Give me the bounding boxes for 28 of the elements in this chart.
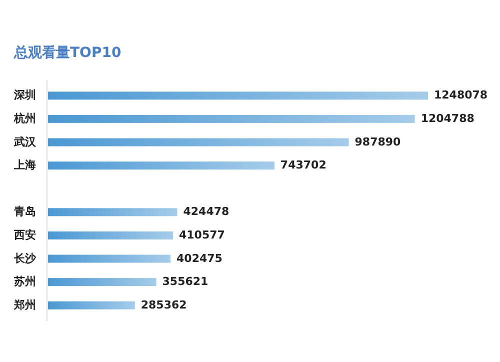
- data-label: 987890: [354, 135, 402, 148]
- y-tick-label: 武汉: [13, 135, 37, 148]
- data-label: 1204788: [420, 112, 474, 125]
- bar: [48, 301, 135, 310]
- data-label: 402475: [176, 252, 222, 265]
- y-tick-label: 长沙: [13, 252, 37, 265]
- data-label: 285362: [140, 298, 187, 312]
- bar: [48, 162, 274, 170]
- y-tick-label: 青岛: [13, 205, 36, 218]
- y-tick-label: 苏州: [13, 275, 36, 288]
- data-label: 743702: [280, 158, 326, 172]
- y-tick-label: 杭州: [13, 112, 36, 125]
- bar: [48, 278, 156, 286]
- y-tick-label: 上海: [13, 158, 36, 172]
- data-label: 1248078: [434, 88, 488, 102]
- data-label: 424478: [183, 205, 230, 218]
- y-tick-label: 郑州: [13, 298, 36, 312]
- bar: [48, 138, 349, 146]
- bar: [48, 231, 174, 240]
- bar: [48, 92, 428, 100]
- data-label: 410577: [179, 228, 225, 242]
- y-tick-label: 深圳: [13, 88, 36, 102]
- y-tick-label: 西安: [13, 228, 36, 242]
- data-label: 355621: [162, 275, 208, 288]
- chart-title: 总观看量TOP10: [13, 44, 122, 61]
- bar: [48, 254, 171, 263]
- bar: [48, 208, 178, 216]
- bar: [48, 114, 415, 123]
